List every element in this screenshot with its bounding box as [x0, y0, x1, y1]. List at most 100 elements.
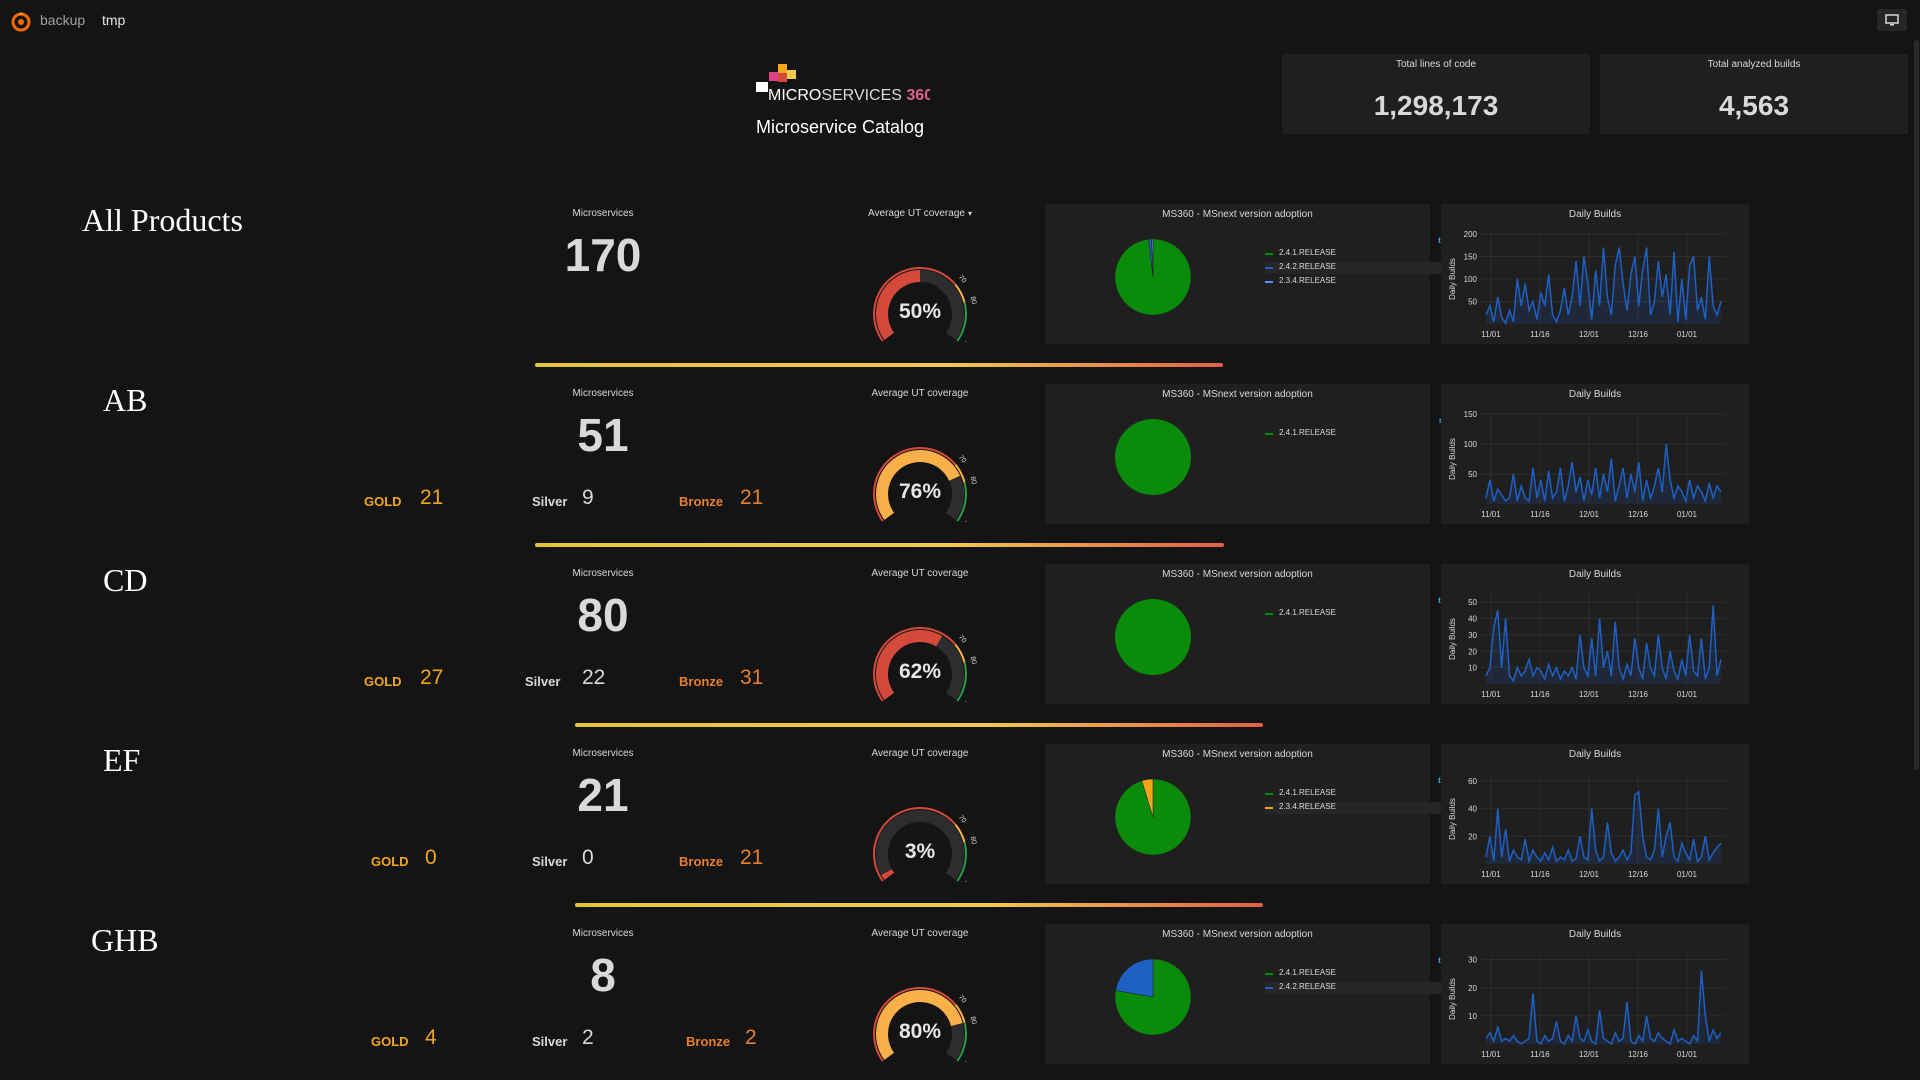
gauge-threshold-orange [954, 284, 966, 303]
gauge-tick-label: 100 [958, 1059, 971, 1062]
coverage-label[interactable]: Average UT coverage [871, 388, 969, 399]
pie-slice[interactable] [1115, 599, 1191, 675]
version-adoption-panel[interactable]: MS360 - MSnext version adoption total2.4… [1045, 744, 1455, 884]
bronze-tier-count: 31 [740, 666, 764, 689]
gauge-fill [876, 270, 921, 340]
x-tick-label: 12/01 [1579, 870, 1600, 879]
silver-tier-count: 9 [582, 486, 594, 509]
monitor-icon [1885, 14, 1899, 26]
pie-legend: max2.4.1.RELEASE53 [1265, 416, 1455, 476]
version-adoption-panel[interactable]: MS360 - MSnext version adoption total2.4… [1045, 564, 1455, 704]
gauge-fill [876, 450, 961, 520]
bronze-tier-count: 21 [740, 486, 764, 509]
legend-item[interactable]: 2.4.1.RELEASE53 [1265, 428, 1455, 440]
x-tick-label: 11/01 [1481, 870, 1501, 879]
product-row: AB Microservices 51 GOLD 21 Silver 9 Bronze 2… [0, 360, 1920, 547]
x-tick-label: 11/16 [1530, 690, 1550, 699]
legend-swatch [1265, 987, 1273, 989]
gauge-threshold-orange [954, 464, 966, 483]
gauge-tick-label: 80 [968, 476, 977, 485]
x-tick-label: 12/16 [1628, 510, 1649, 519]
gauge-tick-label: 80 [968, 836, 977, 845]
legend-item[interactable]: 2.4.1.RELEASE20 [1265, 788, 1455, 800]
pie-slice[interactable] [1115, 419, 1191, 495]
coverage-label[interactable]: Average UT coverage [871, 748, 969, 759]
top-bar: backup tmp [0, 0, 1920, 40]
gauge-threshold-red [873, 987, 957, 1062]
series-line[interactable] [1485, 247, 1722, 325]
version-pie-chart [1114, 238, 1192, 316]
x-tick-label: 11/16 [1530, 510, 1550, 519]
legend-item[interactable]: 2.4.1.RELEASE80 [1265, 608, 1455, 620]
product-row: CD Microservices 80 GOLD 27 Silver 22 Bronze… [0, 540, 1920, 727]
stat-lines-of-code: Total lines of code 1,298,173 [1282, 54, 1590, 134]
bronze-tier-count: 21 [740, 846, 764, 869]
legend-name: 2.4.1.RELEASE [1279, 248, 1336, 257]
microservices-count: 21 [577, 769, 629, 821]
y-tick-label: 50 [1468, 470, 1477, 479]
panel-title: MS360 - MSnext version adoption [1162, 389, 1313, 400]
panel-title: MS360 - MSnext version adoption [1162, 209, 1313, 220]
daily-builds-chart: Daily Builds 10 20 30 40 50 11/01 11/16 12/01 12/… [1448, 594, 1726, 699]
gauge-threshold-orange [954, 644, 966, 663]
panel-title: Daily Builds [1568, 749, 1622, 760]
x-tick-label: 11/16 [1530, 1050, 1550, 1059]
legend-swatch [1265, 253, 1273, 255]
y-axis-label: Daily Builds [1448, 438, 1457, 480]
grafana-logo-icon[interactable] [10, 10, 32, 32]
legend-item[interactable]: 2.3.4.RELEASE1 [1265, 276, 1455, 288]
y-tick-label: 150 [1464, 410, 1478, 419]
version-adoption-panel[interactable]: MS360 - MSnext version adoption total2.4… [1045, 204, 1455, 344]
legend-item[interactable]: 2.4.1.RELEASE163 [1265, 248, 1455, 260]
y-tick-label: 20 [1468, 647, 1477, 656]
series-line[interactable] [1485, 443, 1722, 504]
breadcrumb-dashboard[interactable]: tmp [102, 12, 126, 28]
daily-builds-panel[interactable]: Daily Builds Daily Builds 10 20 30 11/01 11/1… [1441, 924, 1749, 1064]
daily-builds-panel[interactable]: Daily Builds Daily Builds 20 40 60 11/01 11/1… [1441, 744, 1749, 884]
gauge-tick-label: 100 [958, 699, 971, 702]
gauge-tick-label: 80 [968, 296, 977, 305]
x-tick-label: 12/01 [1579, 690, 1600, 699]
daily-builds-panel[interactable]: Daily Builds Daily Builds 10 20 30 40 50 11/01… [1441, 564, 1749, 704]
pie-slice[interactable] [1151, 238, 1154, 278]
breadcrumb-folder[interactable]: backup [40, 12, 86, 28]
series-line[interactable] [1485, 970, 1722, 1046]
legend-item[interactable]: 2.3.4.RELEASE1 [1265, 802, 1455, 814]
series-line[interactable] [1485, 790, 1722, 865]
gauge-tick-label: 70 [957, 814, 967, 825]
legend-name: 2.4.1.RELEASE [1279, 788, 1336, 797]
coverage-label[interactable]: Average UT coverage [871, 928, 969, 939]
coverage-value: 76% [898, 480, 942, 503]
y-tick-label: 100 [1464, 440, 1478, 449]
gold-tier-count: 4 [425, 1026, 437, 1049]
gauge-threshold-green [956, 842, 967, 882]
version-adoption-panel[interactable]: MS360 - MSnext version adoption total2.4… [1045, 924, 1455, 1064]
coverage-label[interactable]: Average UT coverage [871, 568, 969, 579]
dropdown-caret-icon[interactable]: ▾ [967, 209, 972, 218]
panel-title: MS360 - MSnext version adoption [1162, 929, 1313, 940]
coverage-gauge: 07080100 [873, 627, 977, 702]
coverage-label[interactable]: Average UT coverage ▾ [868, 208, 972, 219]
tv-mode-button[interactable] [1877, 9, 1907, 31]
daily-builds-panel[interactable]: Daily Builds Daily Builds 50 100 150 11/01 11… [1441, 384, 1749, 524]
series-line[interactable] [1485, 605, 1722, 683]
scrollbar[interactable] [1914, 40, 1919, 770]
legend-item[interactable]: 2.4.1.RELEASE7 [1265, 968, 1455, 980]
version-pie-chart [1115, 599, 1191, 675]
version-adoption-panel[interactable]: MS360 - MSnext version adoption max2.4.1… [1045, 384, 1455, 524]
version-pie-chart [1114, 778, 1192, 856]
stat-value: 1,298,173 [1373, 90, 1499, 121]
pie-slice[interactable] [1115, 958, 1154, 998]
legend-swatch [1265, 267, 1273, 269]
y-tick-label: 100 [1464, 275, 1478, 284]
daily-builds-chart: Daily Builds 10 20 30 11/01 11/16 12/01 12/16 01… [1448, 954, 1726, 1059]
gauge-fill [881, 869, 895, 880]
x-tick-label: 11/01 [1481, 1050, 1501, 1059]
x-tick-label: 01/01 [1677, 870, 1698, 879]
pie-slice[interactable] [1141, 778, 1154, 818]
daily-builds-panel[interactable]: Daily Builds Daily Builds 50 100 150 200 11/0… [1441, 204, 1749, 344]
coverage-gauge: 07080100 [873, 267, 977, 342]
legend-name: 2.3.4.RELEASE [1279, 802, 1336, 811]
